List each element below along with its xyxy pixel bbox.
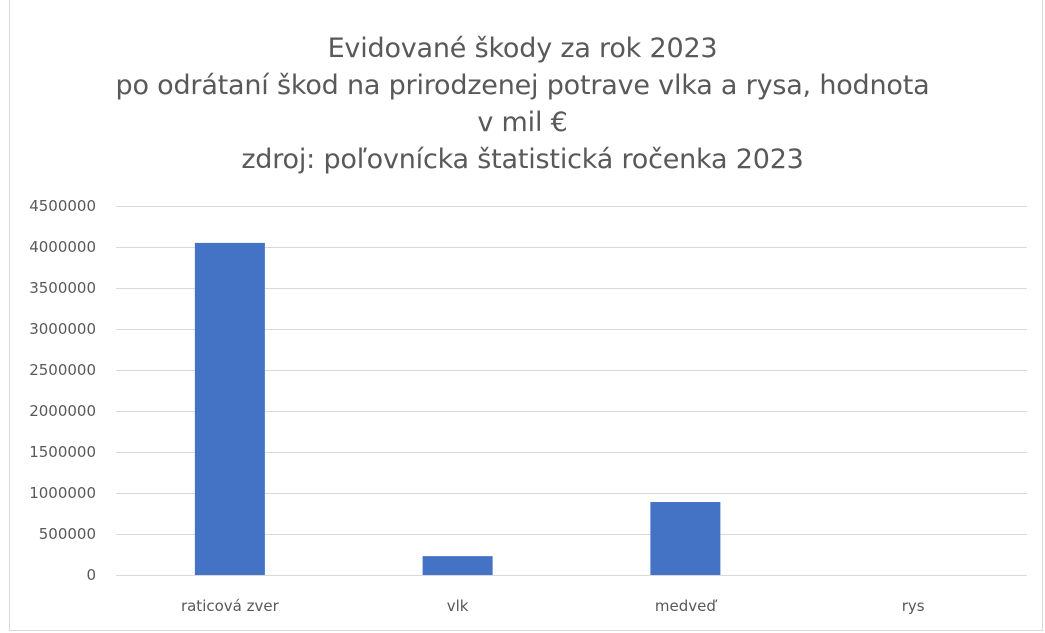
y-tick-label: 1000000 [29,484,96,502]
x-tick-label: medveď [655,597,717,615]
chart-title-line-2: po odrátaní škod na prirodzenej potrave … [115,70,930,101]
bar-raticová-zver [194,242,265,575]
x-tick-label: raticová zver [181,597,280,615]
x-tick-label: vlk [447,597,469,615]
chart-title: Evidované škody za rok 2023 po odrátaní … [0,30,1045,178]
bar-vlk [422,556,493,575]
chart-title-line-4: zdroj: poľovnícka štatistická ročenka 20… [241,144,804,175]
y-tick-label: 500000 [39,525,96,543]
chart-frame [9,0,1043,631]
y-tick-label: 0 [86,566,96,584]
chart-title-line-3: v mil € [477,107,568,138]
y-tick-label: 2500000 [29,361,96,379]
y-tick-label: 3500000 [29,279,96,297]
y-tick-label: 4000000 [29,238,96,256]
x-tick-label: rys [902,597,925,615]
bar-medveď [650,502,721,575]
y-tick-label: 3000000 [29,320,96,338]
y-tick-label: 1500000 [29,443,96,461]
y-tick-label: 4500000 [29,197,96,215]
y-tick-label: 2000000 [29,402,96,420]
chart-title-line-1: Evidované škody za rok 2023 [327,33,718,64]
